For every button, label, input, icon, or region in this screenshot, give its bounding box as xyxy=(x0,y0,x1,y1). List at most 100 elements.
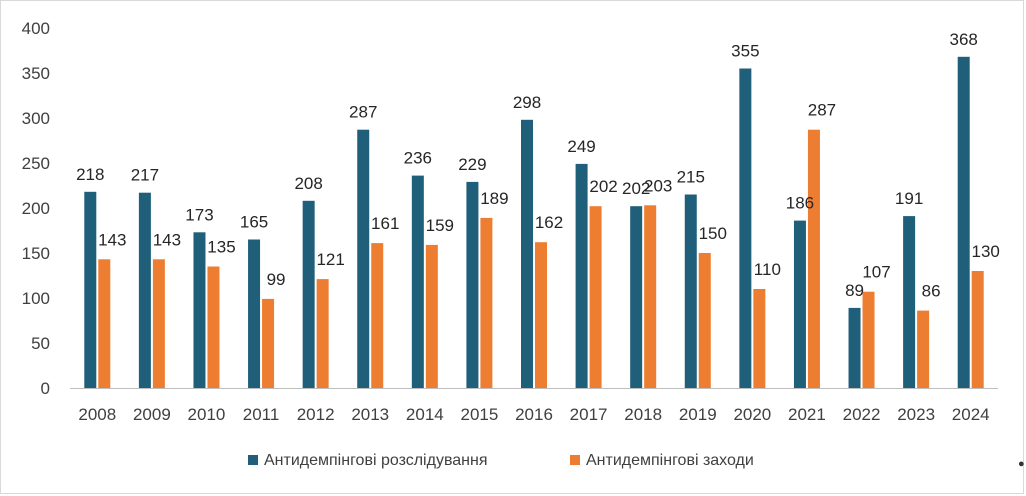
bar-measures xyxy=(862,291,875,388)
data-label-measures: 159 xyxy=(426,216,454,235)
data-label-investigations: 191 xyxy=(895,189,923,208)
y-tick-label: 350 xyxy=(22,64,50,83)
bar-measures xyxy=(425,244,438,388)
bar-measures xyxy=(152,259,165,388)
data-label-investigations: 236 xyxy=(404,149,432,168)
data-label-investigations: 208 xyxy=(294,174,322,193)
bar-measures xyxy=(371,243,384,388)
data-label-investigations: 186 xyxy=(786,194,814,213)
data-label-measures: 203 xyxy=(644,176,672,195)
data-labels: 2181432171431731351659920812128716123615… xyxy=(76,30,1000,301)
bar-measures xyxy=(644,205,657,388)
y-tick-label: 300 xyxy=(22,109,50,128)
data-label-measures: 86 xyxy=(922,282,941,301)
data-label-measures: 143 xyxy=(153,230,181,249)
bar-measures xyxy=(316,279,329,388)
data-label-investigations: 215 xyxy=(677,168,705,187)
data-label-measures: 143 xyxy=(98,230,126,249)
x-tick-label: 2021 xyxy=(788,405,826,424)
x-tick-label: 2012 xyxy=(297,405,335,424)
data-label-investigations: 355 xyxy=(731,42,759,61)
legend-swatch-investigations xyxy=(248,455,258,465)
bar-measures xyxy=(698,253,711,388)
x-tick-label: 2022 xyxy=(843,405,881,424)
x-tick-label: 2009 xyxy=(133,405,171,424)
bar-measures xyxy=(917,310,930,388)
bar-measures xyxy=(753,289,766,388)
bar-investigations xyxy=(521,119,533,389)
data-label-investigations: 217 xyxy=(131,166,159,185)
bar-investigations xyxy=(193,232,206,388)
data-label-measures: 161 xyxy=(371,214,399,233)
bar-investigations xyxy=(848,307,861,388)
data-label-measures: 121 xyxy=(316,250,344,269)
bar-investigations xyxy=(903,216,916,388)
bar-measures xyxy=(480,217,493,388)
bar-investigations xyxy=(466,181,479,388)
legend-label-measures: Антидемпінгові заходи xyxy=(586,452,754,469)
y-tick-label: 200 xyxy=(22,199,50,218)
bar-investigations xyxy=(248,239,261,388)
y-axis: 0 50 100 150 200 250 300 350 400 xyxy=(22,19,50,398)
data-label-investigations: 202 xyxy=(622,179,650,198)
x-tick-label: 2020 xyxy=(733,405,771,424)
bar-investigations xyxy=(684,194,697,388)
x-tick-label: 2024 xyxy=(952,405,990,424)
data-label-measures: 150 xyxy=(699,224,727,243)
bar-measures xyxy=(971,271,984,388)
data-label-measures: 99 xyxy=(267,270,286,289)
x-tick-label: 2018 xyxy=(624,405,662,424)
y-tick-label: 100 xyxy=(22,289,50,308)
x-tick-label: 2014 xyxy=(406,405,444,424)
data-label-measures: 107 xyxy=(862,263,890,282)
x-tick-label: 2019 xyxy=(679,405,717,424)
bar-investigations xyxy=(357,129,370,388)
data-label-investigations: 229 xyxy=(458,155,486,174)
bar-investigations xyxy=(84,191,97,388)
x-axis: 2008 2009 2010 2011 2012 2013 2014 2015 2016 2017… xyxy=(78,405,989,424)
x-tick-label: 2008 xyxy=(78,405,116,424)
x-tick-label: 2023 xyxy=(897,405,935,424)
data-label-measures: 287 xyxy=(808,101,836,120)
legend-label-investigations: Антидемпінгові розслідування xyxy=(264,452,488,469)
data-label-investigations: 173 xyxy=(185,205,213,224)
bar-investigations xyxy=(575,163,588,388)
bar-measures xyxy=(535,242,547,388)
bar-measures xyxy=(807,129,820,388)
bar-investigations xyxy=(793,220,806,388)
x-tick-label: 2015 xyxy=(460,405,498,424)
bar-investigations xyxy=(138,192,151,388)
legend-swatch-measures xyxy=(570,455,580,465)
bar-measures xyxy=(262,298,275,388)
data-label-measures: 135 xyxy=(207,238,235,257)
edge-mark: ● xyxy=(1018,458,1025,470)
bar-measures xyxy=(589,206,602,388)
x-tick-label: 2013 xyxy=(351,405,389,424)
y-tick-label: 400 xyxy=(22,19,50,38)
data-label-investigations: 287 xyxy=(349,103,377,122)
data-label-investigations: 165 xyxy=(240,213,268,232)
data-label-investigations: 368 xyxy=(950,30,978,49)
bars xyxy=(84,56,984,389)
data-label-measures: 130 xyxy=(972,242,1000,261)
data-label-measures: 162 xyxy=(535,213,563,232)
y-tick-label: 150 xyxy=(22,244,50,263)
bar-investigations xyxy=(630,206,643,388)
bar-measures xyxy=(207,266,220,388)
bar-measures xyxy=(98,259,111,388)
bar-investigations xyxy=(302,200,315,388)
y-tick-label: 250 xyxy=(22,154,50,173)
x-tick-label: 2016 xyxy=(515,405,553,424)
data-label-measures: 189 xyxy=(480,189,508,208)
y-tick-label: 50 xyxy=(31,334,50,353)
data-label-investigations: 298 xyxy=(513,93,541,112)
x-tick-label: 2010 xyxy=(188,405,226,424)
legend: Антидемпінгові розслідування Антидемпінго… xyxy=(248,452,754,469)
x-tick-label: 2017 xyxy=(570,405,608,424)
data-label-measures: 202 xyxy=(589,177,617,196)
bar-investigations xyxy=(957,56,970,389)
data-label-investigations: 218 xyxy=(76,165,104,184)
data-label-investigations: 249 xyxy=(567,137,595,156)
bar-investigations xyxy=(411,175,424,388)
